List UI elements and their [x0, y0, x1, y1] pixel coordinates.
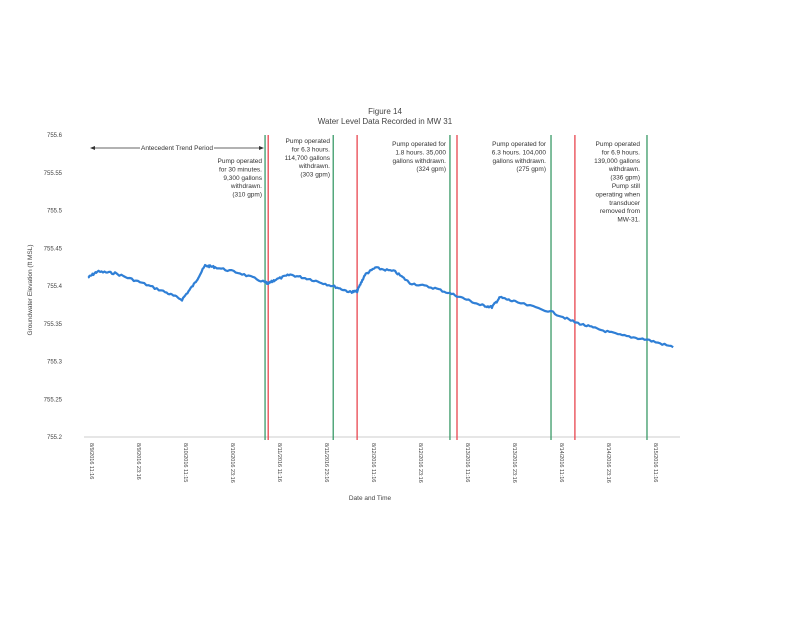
- y-tick-label: 755.55: [44, 171, 63, 177]
- pump4-annotation-line: Pump operated for: [492, 141, 547, 148]
- arrow-head-left: [90, 146, 95, 150]
- pump5-annotation-line: removed from: [600, 208, 640, 215]
- y-tick-label: 755.2: [47, 435, 63, 441]
- water-level-series: [87, 263, 674, 349]
- x-tick-label: 8/15/2016 11:16: [652, 443, 658, 482]
- pump5-annotation-line: withdrawn.: [608, 166, 640, 173]
- pump2-annotation-line: for 6.3 hours.: [292, 146, 330, 153]
- pump3-annotation-line: (324 gpm): [416, 166, 446, 173]
- y-tick-label: 755.3: [47, 360, 63, 366]
- pump4-annotation-line: gallons withdrawn.: [493, 158, 547, 165]
- figure-label: Figure 14: [368, 107, 402, 116]
- x-axis-label: Date and Time: [349, 495, 392, 502]
- pump2-annotation-line: (303 gpm): [300, 172, 330, 179]
- y-tick-label: 755.6: [47, 133, 63, 139]
- pump5-annotation-line: MW-31.: [617, 217, 640, 224]
- y-tick-label: 755.35: [44, 322, 63, 328]
- pump4-annotation-line: 6.3 hours. 104,000: [492, 149, 547, 156]
- pump1-annotation-line: for 30 minutes.: [219, 166, 262, 173]
- x-tick-label: 8/9/2016 23:16: [135, 443, 141, 480]
- pump1-annotation-line: 9,300 gallons: [223, 175, 262, 182]
- pump3-annotation-line: 1.8 hours. 35,000: [395, 149, 446, 156]
- x-tick-label: 8/13/2016 23:16: [511, 443, 517, 483]
- chart-title: Water Level Data Recorded in MW 31: [318, 117, 453, 126]
- pump5-annotation-line: (336 gpm): [610, 175, 640, 182]
- x-tick-label: 8/9/2016 11:16: [88, 443, 94, 479]
- pump1-annotation-line: withdrawn.: [230, 183, 262, 190]
- y-axis-label: Groundwater Elevation (ft MSL): [27, 244, 34, 335]
- pump2-annotation-line: Pump operated: [286, 138, 331, 145]
- x-tick-label: 8/13/2016 11:16: [464, 443, 470, 482]
- pump2-annotation-line: 114,700 gallons: [285, 155, 331, 162]
- y-tick-label: 755.4: [47, 284, 63, 290]
- pump2-annotation-line: withdrawn.: [298, 163, 330, 170]
- pump3-annotation-line: Pump operated for: [392, 141, 447, 148]
- x-tick-label: 8/11/2016 11:16: [276, 443, 282, 482]
- x-tick-label: 8/14/2016 11:16: [558, 443, 564, 482]
- pump5-annotation-line: 139,000 gallons: [594, 158, 641, 165]
- pump1-annotation-line: (310 gpm): [232, 192, 262, 199]
- x-tick-label: 8/12/2016 23:16: [417, 443, 423, 483]
- y-tick-label: 755.45: [44, 246, 63, 252]
- x-tick-label: 8/10/2016 23:16: [229, 443, 235, 483]
- pump5-annotation-line: Pump operated: [596, 141, 641, 148]
- x-tick-label: 8/11/2016 23:16: [323, 443, 329, 482]
- y-tick-label: 755.25: [44, 397, 63, 403]
- pump5-annotation-line: operating when: [596, 191, 641, 198]
- arrow-head-right: [259, 146, 264, 150]
- pump3-annotation-line: gallons withdrawn.: [393, 158, 447, 165]
- pump5-annotation-line: Pump still: [612, 183, 641, 190]
- pump5-annotation-line: transducer: [609, 200, 641, 207]
- pump4-annotation-line: (275 gpm): [516, 166, 546, 173]
- x-tick-label: 8/12/2016 11:16: [370, 443, 376, 482]
- x-tick-label: 8/10/2016 11:15: [182, 443, 188, 482]
- y-tick-label: 755.5: [47, 209, 63, 215]
- antecedent-trend-label: Antecedent Trend Period: [141, 145, 213, 152]
- x-tick-label: 8/14/2016 23:16: [605, 443, 611, 483]
- pump5-annotation-line: for 6.9 hours.: [602, 149, 640, 156]
- pump1-annotation-line: Pump operated: [218, 158, 263, 165]
